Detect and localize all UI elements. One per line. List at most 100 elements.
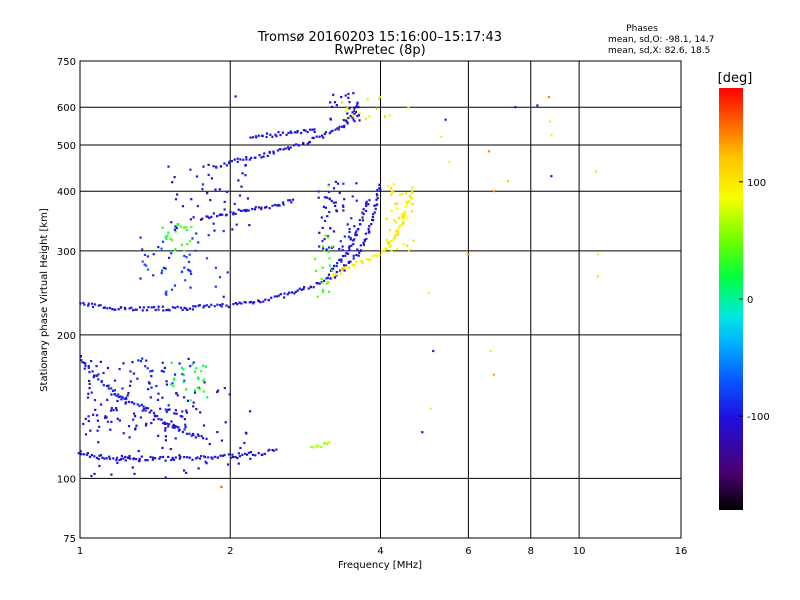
cluster-point [161, 361, 164, 364]
trace-point [265, 205, 268, 209]
trace-point [364, 209, 368, 212]
trace-point [117, 393, 120, 396]
trace-point [331, 129, 334, 132]
cluster-point [353, 225, 356, 228]
trace-point [348, 248, 351, 251]
trace-point [238, 301, 241, 304]
cluster-point [317, 190, 320, 193]
cluster-point [157, 392, 160, 395]
trace-point [248, 301, 251, 304]
trace-point [152, 411, 156, 415]
cluster-point [164, 435, 167, 438]
trace-point [341, 267, 344, 270]
cluster-point [328, 264, 331, 267]
cluster-point [202, 380, 205, 383]
trace-point [317, 444, 320, 447]
trace-point [340, 269, 343, 272]
cluster-point [223, 208, 226, 211]
cluster-point [96, 414, 99, 417]
trace-point [352, 254, 355, 257]
cluster-point [334, 201, 337, 204]
trace-point [340, 258, 343, 261]
cluster-point [173, 377, 176, 380]
stats-o-line: mean, sd,O: -98.1, 14.7 [608, 35, 714, 45]
cluster-point [358, 119, 361, 122]
cluster-point [113, 389, 116, 392]
cluster-point [225, 190, 229, 193]
trace-point [132, 457, 135, 460]
cluster-point [185, 471, 188, 474]
cluster-point [165, 237, 168, 240]
trace-point [151, 456, 155, 459]
trace-point [125, 397, 128, 401]
cluster-point [171, 239, 174, 242]
cluster-point [392, 183, 395, 186]
cluster-point [164, 236, 167, 239]
cluster-point [175, 227, 178, 230]
cluster-point [171, 181, 174, 184]
cluster-point [116, 399, 119, 403]
trace-point [281, 201, 285, 204]
trace-point [408, 194, 411, 197]
cluster-point [332, 201, 335, 204]
cluster-point [165, 383, 168, 386]
cluster-point [323, 196, 326, 199]
cluster-point [93, 472, 96, 475]
trace-point [251, 136, 255, 139]
cluster-point [144, 365, 147, 368]
y-axis-label: Stationary phase Virtual Height [km] [39, 208, 50, 392]
trace-point [213, 305, 216, 308]
cluster-point [174, 425, 177, 428]
cluster-point [326, 235, 330, 238]
trace-point [361, 261, 364, 264]
trace-point [172, 458, 176, 461]
cluster-point [350, 217, 353, 220]
trace-point [159, 456, 162, 459]
trace-point [108, 455, 111, 458]
trace-point [304, 129, 307, 132]
trace-point [228, 305, 231, 308]
trace-point [111, 308, 114, 311]
trace-point [243, 452, 247, 455]
cluster-point [113, 393, 116, 396]
trace-point [350, 244, 353, 247]
trace-point [310, 445, 313, 449]
trace-point [133, 402, 136, 405]
trace-point [333, 264, 336, 267]
trace-point [245, 156, 248, 159]
trace-point [239, 158, 242, 161]
trace-point [279, 293, 282, 296]
cluster-point [394, 221, 397, 224]
sparse-point [327, 185, 330, 188]
trace-point [296, 131, 299, 134]
trace-point [236, 157, 239, 160]
cluster-point [217, 389, 220, 392]
sparse-point [594, 170, 597, 173]
trace-point [138, 306, 141, 309]
cluster-point [398, 216, 401, 219]
cluster-point [346, 107, 349, 110]
colorbar: [deg] 100 0 -100 [718, 71, 770, 510]
trace-point [404, 205, 407, 208]
cluster-point [325, 282, 328, 285]
cluster-point [210, 177, 213, 180]
trace-point [174, 456, 177, 459]
trace-point [408, 201, 411, 204]
trace-point [198, 304, 201, 307]
cluster-point [186, 243, 189, 246]
trace-point [87, 302, 90, 305]
trace-point [338, 125, 341, 128]
x-tick-label: 2 [227, 546, 233, 557]
cluster-point [161, 396, 164, 399]
cluster-point [322, 205, 325, 208]
trace-point [175, 425, 178, 428]
trace-point [264, 298, 267, 301]
trace-point [254, 454, 257, 457]
cluster-point [401, 215, 404, 218]
trace-point [332, 273, 335, 276]
x-tick-label: 6 [465, 546, 471, 557]
trace-point [257, 206, 261, 209]
cluster-point [390, 210, 393, 213]
cluster-point [405, 192, 408, 195]
trace-point [335, 270, 338, 274]
